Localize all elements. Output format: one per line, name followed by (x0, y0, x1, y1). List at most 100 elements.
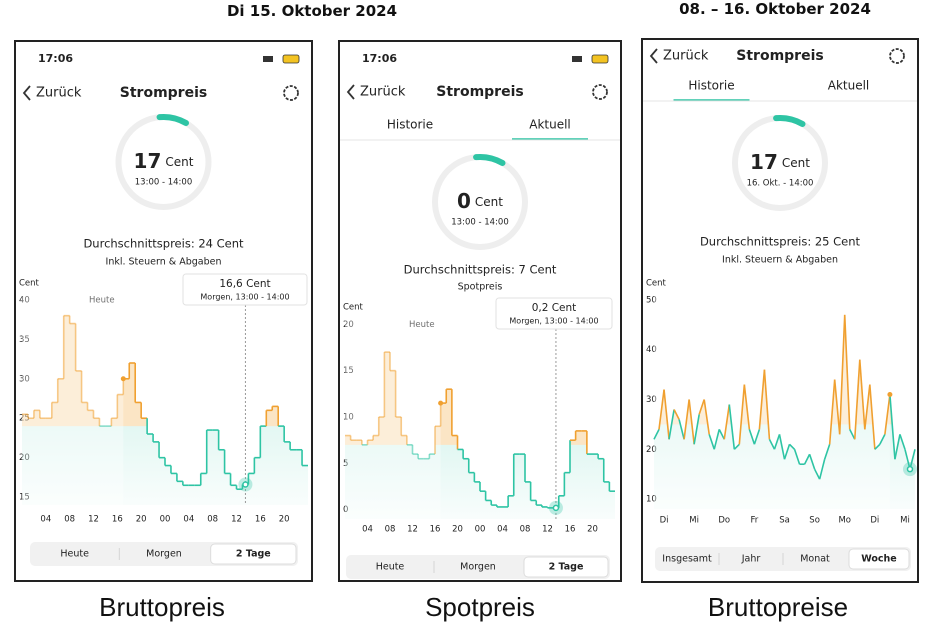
tooltip-value: 0,2 Cent (532, 302, 577, 314)
status-time: 17:06 (362, 52, 397, 65)
x-tick-label: 16 (112, 515, 123, 525)
segment-option[interactable]: Jahr (741, 554, 761, 565)
y-tick-label: 50 (646, 295, 657, 305)
x-tick-label: 20 (136, 515, 147, 525)
x-tick-label: 12 (231, 515, 242, 525)
screen-title: Strompreis (736, 48, 823, 64)
y-tick-label: 10 (343, 413, 354, 423)
x-tick-label: 04 (362, 525, 373, 535)
x-tick-label: Di (660, 516, 669, 526)
screen-title: Strompreis (436, 84, 523, 100)
back-button[interactable]: Zurück (36, 86, 82, 101)
tab[interactable]: Aktuell (529, 118, 571, 132)
price-segment (879, 433, 886, 445)
battery-icon (282, 54, 300, 64)
gauge-value: 0 Cent (457, 189, 503, 213)
gauge-ring (732, 115, 828, 211)
price-segment (788, 443, 796, 450)
segment-option[interactable]: 2 Tage (549, 562, 584, 573)
price-segment (748, 429, 756, 445)
past-overlay (345, 315, 441, 519)
segment-option[interactable]: Insgesamt (662, 554, 712, 565)
area-above-average (22, 315, 285, 427)
x-tick-label: 08 (520, 525, 531, 535)
gauge-number: 17 (134, 149, 162, 173)
x-tick-label: 20 (452, 525, 463, 535)
settings-icon[interactable] (889, 48, 905, 64)
price-segment (894, 434, 901, 460)
price-segment (778, 434, 786, 460)
price-segment (904, 449, 911, 470)
gauge-range: 13:00 - 14:00 (451, 218, 508, 228)
y-tick-label: 20 (646, 445, 657, 455)
day-label: Heute (409, 320, 435, 330)
settings-icon[interactable] (283, 85, 299, 101)
price-segment (884, 394, 891, 435)
x-tick-label: 12 (542, 525, 553, 535)
current-price-dot (438, 400, 444, 406)
price-segment (693, 414, 700, 445)
y-tick-label: 40 (19, 295, 30, 305)
x-tick-label: 08 (385, 525, 396, 535)
gauge-range: 16. Okt. - 14:00 (747, 179, 814, 189)
price-segment (673, 409, 680, 420)
phone-screen: 17:06 Zurück Strompreis Historie Aktuell 0 Cen… (338, 40, 622, 582)
gauge-unit: Cent (782, 156, 810, 170)
caption: Bruttopreis (99, 592, 225, 622)
y-axis-label: Cent (343, 303, 364, 313)
price-note: Spotpreis (458, 282, 503, 293)
price-segment (818, 459, 826, 480)
segment-option[interactable]: Morgen (146, 549, 182, 560)
tab[interactable]: Historie (688, 79, 734, 93)
segment-active (848, 548, 910, 570)
y-tick-label: 10 (646, 495, 657, 505)
gauge-arc (473, 154, 506, 167)
signal-icon (263, 56, 273, 62)
segment-option[interactable]: 2 Tage (236, 549, 271, 560)
x-tick-label: 04 (40, 515, 51, 525)
x-tick-label: 08 (64, 515, 75, 525)
current-price-dot (887, 392, 893, 398)
tab[interactable]: Aktuell (828, 79, 870, 93)
phone-screen: Zurück Strompreis Historie Aktuell 17 Cent 16.… (641, 38, 919, 583)
back-button[interactable]: Zurück (663, 49, 709, 64)
price-segment (733, 443, 740, 450)
segment-option[interactable]: Monat (800, 554, 830, 565)
back-button[interactable]: Zurück (360, 85, 406, 100)
price-segment (773, 434, 781, 450)
average-price: Durchschnittspreis: 24 Cent (83, 237, 244, 251)
price-segment (823, 444, 831, 460)
price-segment (858, 359, 866, 430)
average-price: Durchschnittspreis: 25 Cent (700, 235, 861, 249)
y-axis-label: Cent (646, 279, 667, 289)
x-tick-label: Mi (689, 516, 699, 526)
price-note: Inkl. Steuern & Abgaben (722, 255, 838, 266)
segment-option[interactable]: Heute (376, 562, 405, 573)
y-tick-label: 30 (646, 395, 657, 405)
status-time: 17:06 (38, 52, 73, 65)
tooltip-time: Morgen, 13:00 - 14:00 (509, 317, 598, 326)
segment-option[interactable]: Heute (60, 549, 89, 560)
settings-icon[interactable] (592, 84, 608, 100)
x-tick-label: 04 (497, 525, 508, 535)
x-tick-label: Mi (900, 516, 910, 526)
y-tick-label: 20 (343, 320, 354, 330)
x-tick-label: 12 (88, 515, 99, 525)
x-tick-label: 08 (207, 515, 218, 525)
y-axis-label: Cent (19, 279, 40, 289)
x-tick-label: So (809, 516, 820, 526)
x-tick-label: 12 (407, 525, 418, 535)
price-segment (738, 384, 746, 445)
x-tick-label: Sa (779, 516, 790, 526)
y-tick-label: 30 (19, 374, 30, 384)
tab[interactable]: Historie (387, 118, 433, 132)
segment-option[interactable]: Woche (861, 554, 897, 565)
x-tick-label: 20 (587, 525, 598, 535)
segment-option[interactable]: Morgen (460, 562, 496, 573)
y-tick-label: 25 (19, 414, 30, 424)
price-segment (688, 399, 695, 445)
price-segment (808, 453, 816, 470)
price-segment (758, 369, 766, 430)
